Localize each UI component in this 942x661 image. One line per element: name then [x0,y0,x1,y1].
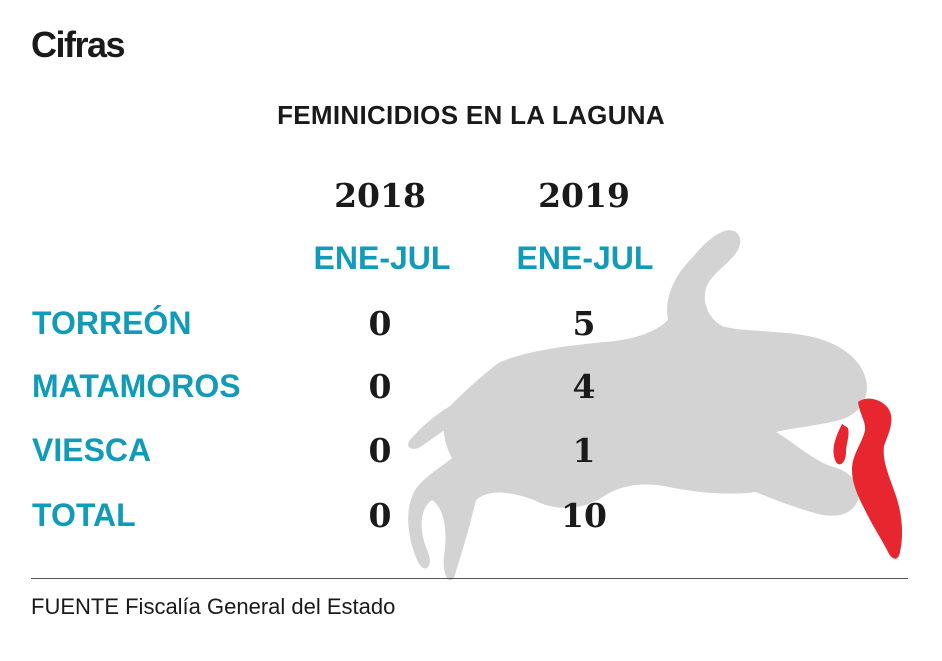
row-label-matamoros: MATAMOROS [32,368,241,404]
column-period-2018: ENE-JUL [313,240,451,276]
table-cell: 4 [572,367,596,406]
row-label-total: TOTAL [32,497,136,533]
divider [31,578,908,579]
row-label-viesca: VIESCA [32,432,152,468]
table-cell: 0 [368,496,392,535]
table-cell: 10 [561,496,607,535]
column-year-2018: 2018 [334,176,426,215]
column-year-2019: 2019 [538,176,630,215]
column-period-2019: ENE-JUL [516,240,654,276]
table-cell: 0 [368,367,392,406]
section-title: Cifras [31,24,126,65]
row-label-torreon: TORREÓN [32,305,192,341]
table-cell: 0 [368,304,392,343]
table-cell: 0 [368,431,392,470]
table-cell: 1 [572,431,596,470]
source-note: FUENTE Fiscalía General del Estado [31,594,396,619]
chart-title: FEMINICIDIOS EN LA LAGUNA [277,100,665,130]
table-cell: 5 [572,304,596,343]
